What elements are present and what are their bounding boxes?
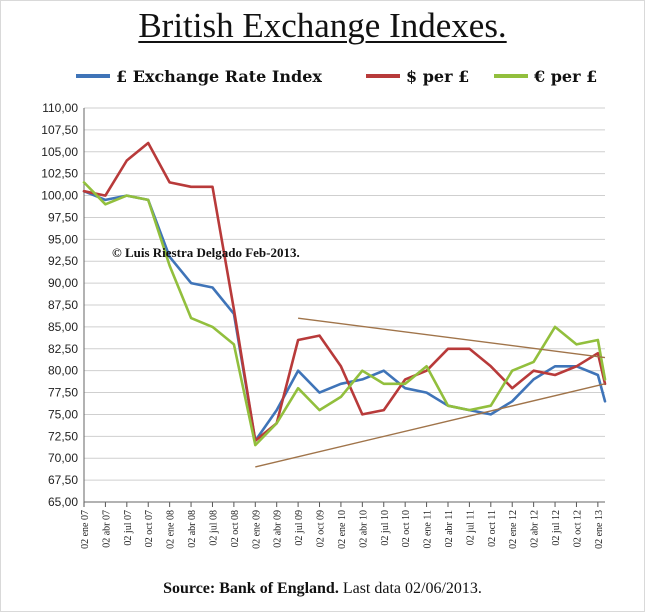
series-line-usd [82,141,607,443]
x-tick-label: 02 jul 08 [208,510,219,546]
y-tick-label: 75,00 [48,407,78,421]
y-tick-label: 82,50 [48,342,78,356]
trendline-upper [298,317,606,359]
y-tick-label: 95,00 [48,232,78,246]
x-tick-label: 02 abr 08 [187,510,198,548]
chart-plot: 65,00 67,50 70,00 72,50 75,00 77,50 80,00 82,50… [41,101,607,549]
x-tick-label: 02 abr 09 [273,510,284,548]
x-tick-label: 02 abr 11 [444,510,455,547]
x-tick-label: 02 abr 07 [101,510,112,548]
x-tick-label: 02 oct 12 [572,510,583,547]
x-tick-label: 02 jul 07 [123,510,134,546]
x-tick-label: 02 oct 10 [401,510,412,547]
copyright-annotation: © Luis Riestra Delgado Feb-2013. [112,245,300,260]
y-tick-label: 90,00 [48,276,78,290]
legend-swatch-eur [494,74,528,78]
x-tick-label: 02 jul 11 [465,510,476,545]
x-tick-label: 02 abr 10 [358,510,369,548]
y-tick-label: 110,00 [42,101,78,115]
legend-item-usd: $ per £ [366,64,469,88]
y-tick-label: 77,50 [48,386,78,400]
x-tick-label: 02 ene 07 [80,510,91,549]
x-tick-label: 02 ene 13 [594,510,605,549]
y-tick-label: 70,00 [48,451,78,465]
y-tick-label: 67,50 [48,473,78,487]
source-note: Source: Bank of England. Last data 02/06… [0,580,645,598]
x-tick-label: 02 oct 07 [144,510,155,547]
x-tick-label: 02 jul 09 [294,510,305,546]
x-tick-label: 02 abr 12 [530,510,541,548]
y-tick-label: 97,50 [48,210,78,224]
trendline-lower [255,383,606,468]
x-tick-label: 02 jul 10 [380,510,391,546]
y-tick-label: 80,00 [48,364,78,378]
legend-swatch-gbp [76,74,110,78]
y-tick-label: 105,00 [41,145,78,159]
legend-swatch-usd [366,74,400,78]
legend-label-eur: € per £ [534,66,598,86]
y-tick-label: 85,00 [48,320,78,334]
x-tick-label: 02 ene 11 [423,510,434,549]
y-tick-label: 100,00 [41,189,78,203]
x-tick-label: 02 ene 10 [337,510,348,549]
x-tick-label: 02 ene 09 [251,510,262,549]
y-tick-label: 72,50 [48,429,78,443]
legend-item-gbp: £ Exchange Rate Index [76,64,322,88]
y-tick-label: 102,50 [41,167,78,181]
x-tick-label: 02 oct 09 [316,510,327,547]
source-bold: Source: Bank of England. [163,580,339,597]
y-tick-label: 92,50 [48,254,78,268]
y-tick-label: 87,50 [48,298,78,312]
series-line-eur [82,181,607,447]
y-tick-label: 65,00 [48,495,78,509]
y-tick-label: 107,50 [41,123,78,137]
x-tick-label: 02 oct 11 [487,510,498,547]
legend-label-usd: $ per £ [406,66,470,86]
legend-item-eur: € per £ [494,64,597,88]
series-line-gbp [82,189,607,443]
legend-label-gbp: £ Exchange Rate Index [116,66,322,86]
source-rest: Last data 02/06/2013. [338,580,482,597]
x-tick-label: 02 ene 12 [508,510,519,549]
x-tick-label: 02 oct 08 [230,510,241,547]
chart-title: British Exchange Indexes. [138,6,507,45]
x-tick-label: 02 jul 12 [551,510,562,546]
x-tick-label: 02 ene 08 [166,510,177,549]
